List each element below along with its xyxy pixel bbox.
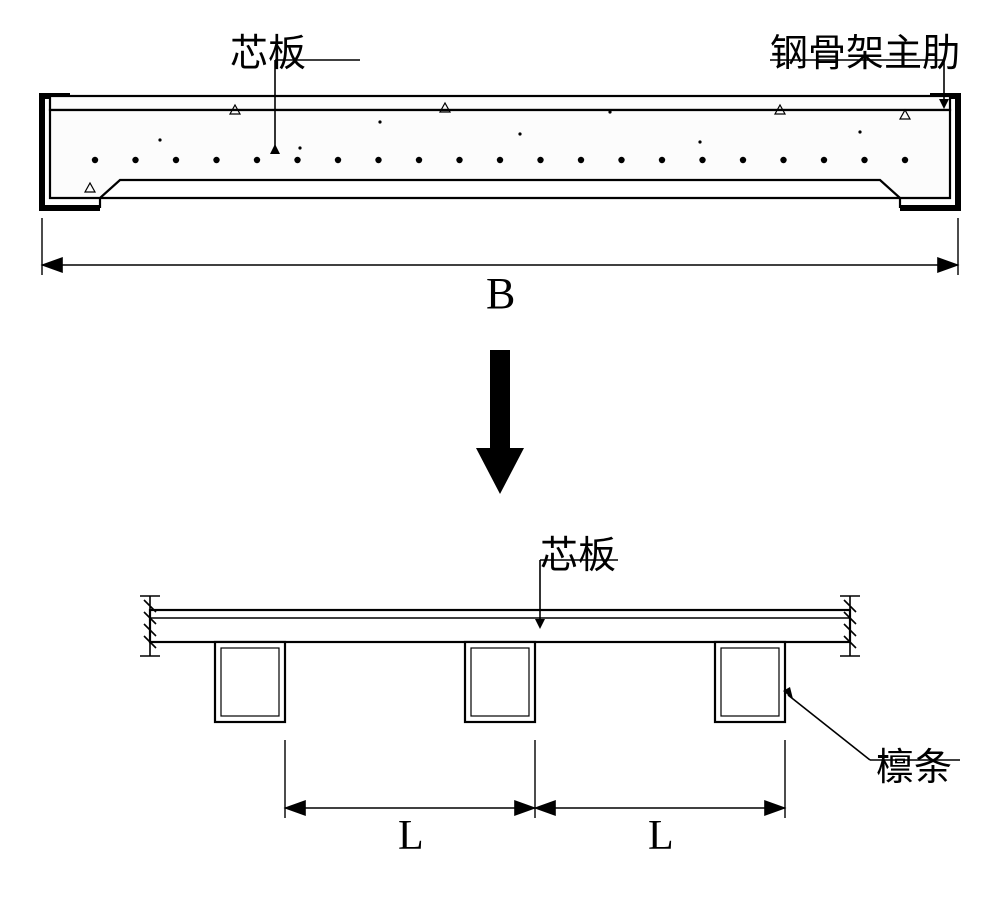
purlin <box>715 642 785 722</box>
rebar-dot <box>294 157 300 163</box>
rebar-row <box>92 157 908 163</box>
top-cross-section <box>42 96 958 208</box>
speck-dot <box>378 120 381 123</box>
speck-dot <box>298 146 301 149</box>
rebar-dot <box>740 157 746 163</box>
dim-label-b: B <box>486 268 515 319</box>
dim-label-l2: L <box>648 812 674 860</box>
rebar-dot <box>335 157 341 163</box>
dim-label-l1: L <box>398 812 424 860</box>
rebar-dot <box>902 157 908 163</box>
dimension-l <box>285 740 785 818</box>
rebar-dot <box>456 157 462 163</box>
speck-dot <box>858 130 861 133</box>
purlin <box>465 642 535 722</box>
label-core-board-bottom: 芯板 <box>540 524 616 579</box>
diagram-canvas <box>0 0 1000 904</box>
speck-dot <box>698 140 701 143</box>
speck-dot <box>158 138 161 141</box>
rebar-dot <box>213 157 219 163</box>
speck-dot <box>608 110 611 113</box>
panel-body <box>50 110 950 198</box>
rebar-dot <box>375 157 381 163</box>
label-core-board-top: 芯板 <box>230 22 306 77</box>
rebar-dot <box>659 157 665 163</box>
purlin <box>215 642 285 722</box>
big-down-arrow <box>476 350 524 494</box>
rebar-dot <box>416 157 422 163</box>
rebar-dot <box>699 157 705 163</box>
rebar-dot <box>618 157 624 163</box>
label-purlin: 檩条 <box>876 736 952 791</box>
rebar-dot <box>578 157 584 163</box>
rebar-dot <box>173 157 179 163</box>
label-steel-rib: 钢骨架主肋 <box>770 22 960 77</box>
rebar-dot <box>254 157 260 163</box>
rebar-dot <box>497 157 503 163</box>
rebar-dot <box>92 157 98 163</box>
rebar-dot <box>780 157 786 163</box>
bottom-longitudinal-section <box>140 596 860 722</box>
purlin-group <box>215 642 785 722</box>
slab-top-face <box>50 96 950 110</box>
speck-dot <box>518 132 521 135</box>
slab <box>150 610 850 642</box>
rebar-dot <box>861 157 867 163</box>
rebar-dot <box>132 157 138 163</box>
rebar-dot <box>821 157 827 163</box>
rebar-dot <box>537 157 543 163</box>
dimension-b <box>42 218 958 275</box>
